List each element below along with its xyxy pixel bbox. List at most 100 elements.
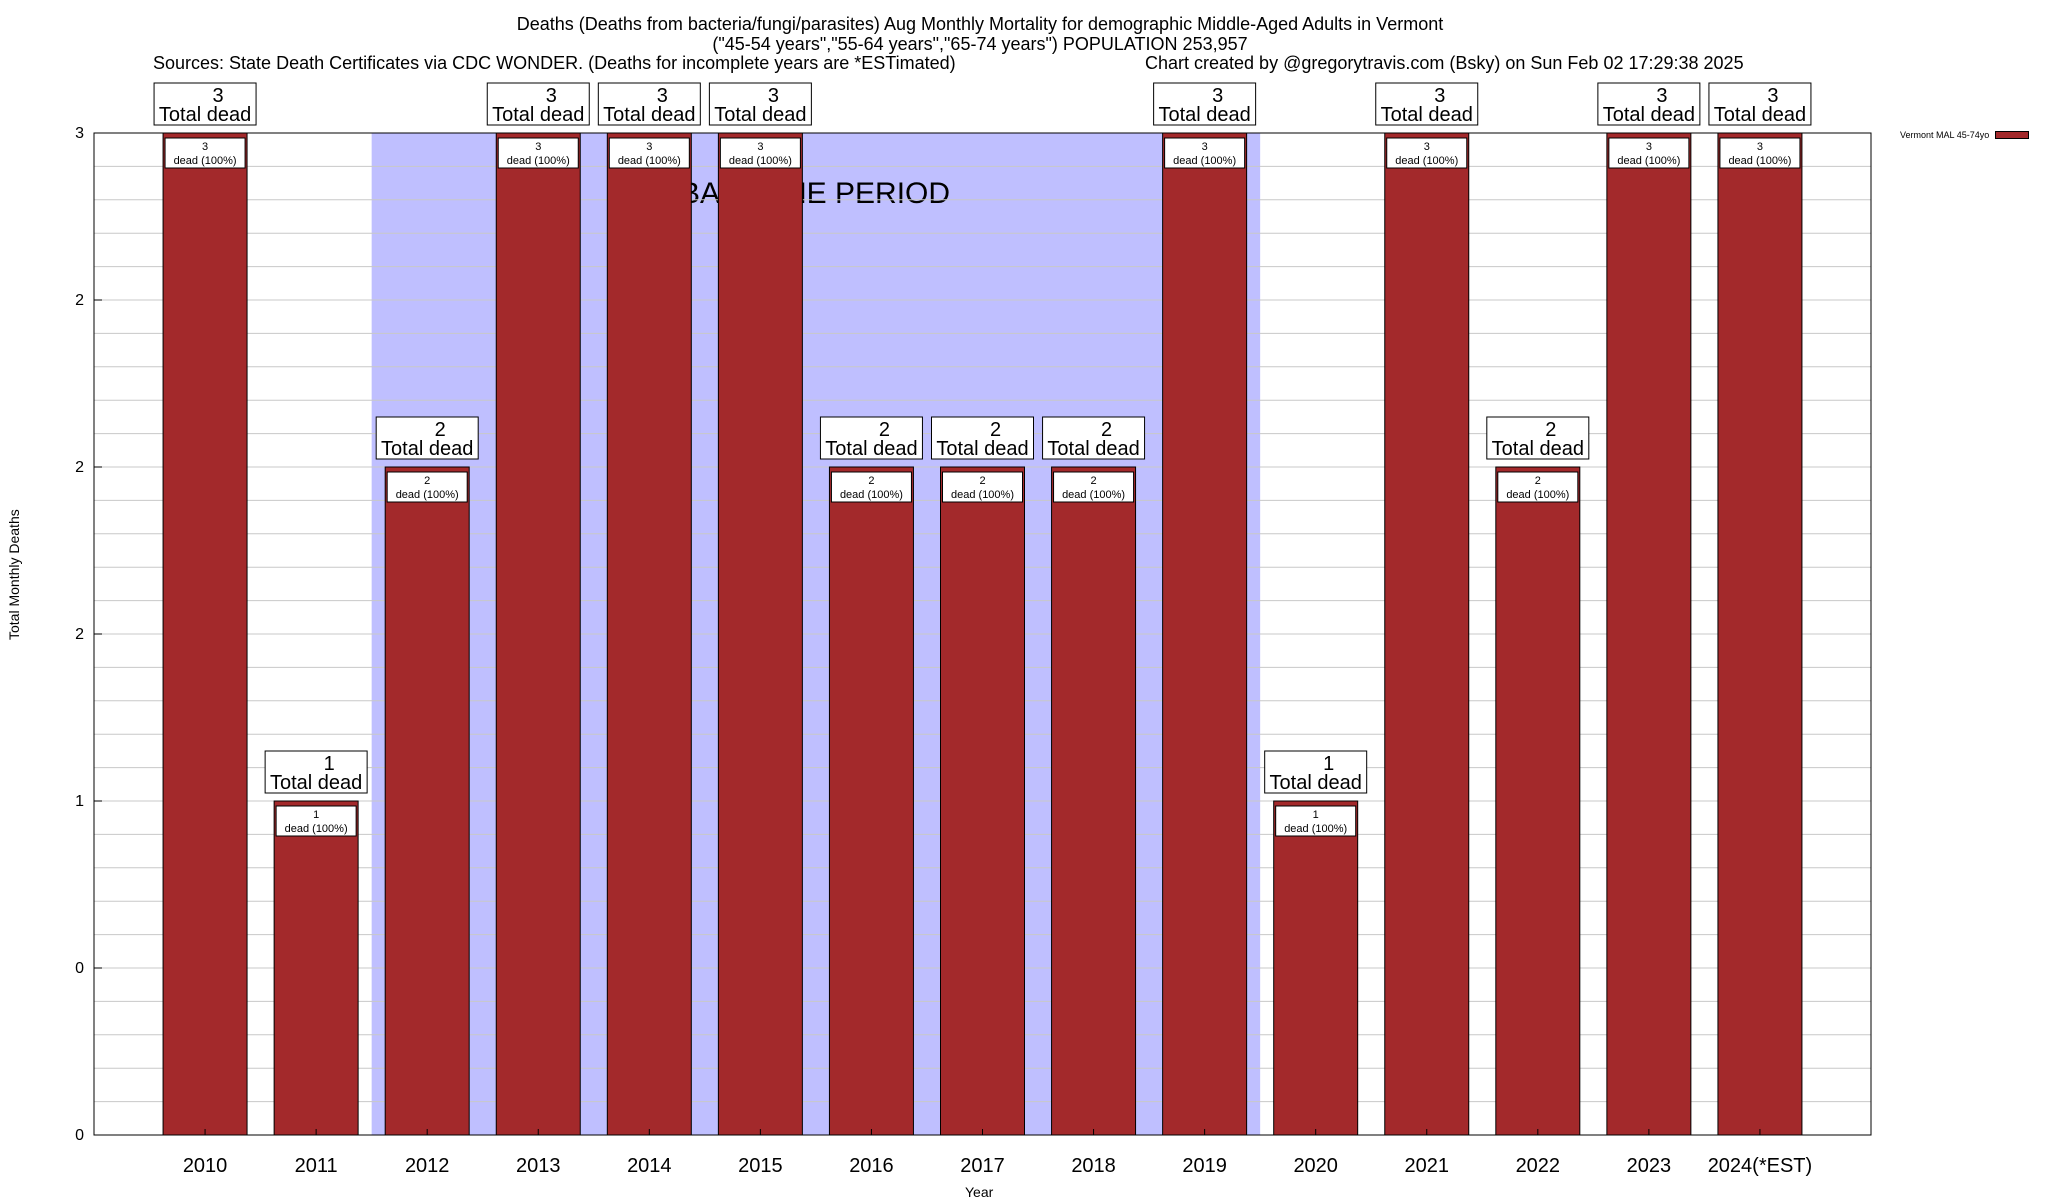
top-label-text: Total dead (1047, 438, 1139, 460)
top-label-box (375, 416, 479, 460)
inner-label-count: 1 (1313, 809, 1319, 821)
inner-label-text: dead (100%) (1173, 155, 1236, 167)
top-label-box (597, 82, 701, 126)
bar-2020 (1273, 800, 1359, 1136)
x-tick-label: 2023 (1627, 1155, 1672, 1177)
inner-label-box (1386, 137, 1468, 169)
inner-label-text: dead (100%) (285, 823, 348, 835)
top-label-text: Total dead (159, 104, 251, 126)
inner-label-text: dead (100%) (1062, 489, 1125, 501)
top-label-text: Total dead (1158, 104, 1250, 126)
top-label-text: Total dead (714, 104, 806, 126)
bar-2018 (1051, 466, 1137, 1136)
inner-label-text: dead (100%) (1506, 489, 1569, 501)
inner-label-count: 3 (1646, 141, 1652, 153)
top-label-count: 2 (879, 419, 890, 441)
inner-label-count: 2 (1535, 475, 1541, 487)
inner-label-count: 2 (424, 475, 430, 487)
inner-label-text: dead (100%) (951, 489, 1014, 501)
top-label-box (819, 416, 923, 460)
x-tick-label: 2013 (516, 1155, 561, 1177)
top-label-box (264, 750, 368, 794)
inner-label-text: dead (100%) (1284, 823, 1347, 835)
top-label-text: Total dead (603, 104, 695, 126)
inner-label-count: 3 (757, 141, 763, 153)
chart-title-line-1: Deaths (Deaths from bacteria/fungi/paras… (516, 14, 1444, 34)
top-label-text: Total dead (1714, 104, 1806, 126)
bar-2011 (273, 800, 359, 1136)
y-tick-label: 2 (75, 459, 84, 476)
legend-label: Vermont MAL 45-74yo (1900, 130, 1990, 140)
bar-2022 (1495, 466, 1581, 1136)
top-label-box (1264, 750, 1368, 794)
top-label-count: 1 (1323, 753, 1334, 775)
inner-label-count: 1 (313, 809, 319, 821)
x-tick-label: 2021 (1405, 1155, 1450, 1177)
x-tick-label: 2014 (627, 1155, 672, 1177)
x-tick-label: 2019 (1182, 1155, 1227, 1177)
inner-label-text: dead (100%) (729, 155, 792, 167)
x-tick-label: 2016 (849, 1155, 894, 1177)
top-label-box (486, 82, 590, 126)
inner-label-text: dead (100%) (1728, 155, 1791, 167)
y-tick-label: 0 (75, 1127, 84, 1144)
x-tick-label: 2017 (960, 1155, 1005, 1177)
y-tick-label: 2 (75, 292, 84, 309)
inner-label-box (164, 137, 246, 169)
inner-label-text: dead (100%) (840, 489, 903, 501)
top-label-box (1486, 416, 1590, 460)
top-label-text: Total dead (936, 438, 1028, 460)
bar-2015 (717, 132, 803, 1136)
top-label-count: 3 (213, 85, 224, 107)
inner-label-text: dead (100%) (1395, 155, 1458, 167)
x-tick-label: 2015 (738, 1155, 783, 1177)
y-tick-label: 2 (75, 626, 84, 643)
top-label-text: Total dead (492, 104, 584, 126)
inner-label-box (1719, 137, 1801, 169)
top-label-count: 3 (1656, 85, 1667, 107)
y-tick-label: 1 (75, 793, 84, 810)
bar-2017 (940, 466, 1025, 1136)
inner-label-count: 2 (868, 475, 874, 487)
inner-label-box (386, 471, 468, 503)
top-label-count: 2 (435, 419, 446, 441)
top-label-count: 2 (990, 419, 1001, 441)
top-label-box (1708, 82, 1812, 126)
legend-swatch (1995, 131, 2030, 139)
top-label-box (1375, 82, 1479, 126)
top-label-box (1153, 82, 1257, 126)
top-label-text: Total dead (825, 438, 917, 460)
inner-label-count: 3 (1424, 141, 1430, 153)
inner-label-text: dead (100%) (507, 155, 570, 167)
top-label-text: Total dead (1492, 438, 1584, 460)
inner-label-count: 3 (535, 141, 541, 153)
inner-label-box (1497, 471, 1579, 503)
y-axis-label: Total Monthly Deaths (6, 509, 22, 640)
bar-2012 (384, 466, 470, 1136)
top-label-text: Total dead (270, 772, 362, 794)
chart-title-line-2: ("45-54 years","55-64 years","65-74 year… (712, 34, 1248, 54)
top-label-box (153, 82, 257, 126)
inner-label-count: 2 (1091, 475, 1097, 487)
top-label-count: 2 (1101, 419, 1112, 441)
y-tick-label: 3 (75, 125, 84, 142)
inner-label-box (275, 805, 357, 837)
x-tick-label: 2020 (1293, 1155, 1338, 1177)
bar-2014 (606, 132, 692, 1136)
inner-label-text: dead (100%) (174, 155, 237, 167)
inner-label-text: dead (100%) (396, 489, 459, 501)
inner-label-count: 2 (979, 475, 985, 487)
top-label-count: 3 (546, 85, 557, 107)
inner-label-box (830, 471, 912, 503)
bar-2021 (1384, 132, 1470, 1136)
top-label-box (1597, 82, 1701, 126)
top-label-text: Total dead (1270, 772, 1362, 794)
top-label-count: 1 (324, 753, 335, 775)
inner-label-box (942, 471, 1023, 503)
legend: Vermont MAL 45-74yo (1900, 130, 2030, 140)
inner-label-box (1053, 471, 1135, 503)
x-tick-label: 2024(*EST) (1708, 1155, 1813, 1177)
top-label-count: 2 (1545, 419, 1556, 441)
top-label-box (931, 416, 1034, 460)
